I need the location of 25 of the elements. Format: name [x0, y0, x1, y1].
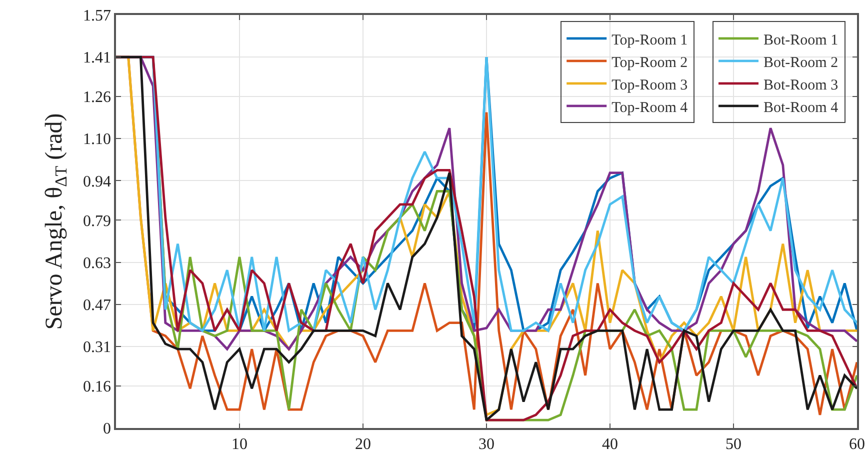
y-tick-label: 0.63 [83, 254, 112, 272]
y-tick-label: 0.47 [83, 296, 112, 314]
y-tick-label: 0.79 [83, 212, 112, 230]
y-tick-label: 1.10 [83, 131, 112, 148]
x-tick-label: 40 [602, 436, 618, 453]
y-tick-label: 0.16 [83, 378, 112, 396]
x-tick-label: 20 [355, 436, 371, 453]
x-tick-label: 10 [232, 436, 248, 453]
x-tick-label: 50 [726, 436, 742, 453]
y-tick-label: 0.94 [83, 173, 112, 190]
y-tick-label: 0.31 [83, 339, 112, 356]
legend-label: Top-Room 4 [612, 100, 688, 116]
y-tick-label: 0 [103, 420, 112, 438]
legend-label: Bot-Room 3 [764, 77, 838, 94]
y-tick-label: 1.26 [83, 89, 112, 106]
x-tick-label: 60 [849, 436, 865, 453]
legend-label: Top-Room 2 [612, 54, 688, 71]
x-tick-label: 30 [478, 436, 494, 453]
legend-label: Bot-Room 4 [764, 100, 839, 116]
y-tick-label: 1.41 [83, 50, 112, 67]
legend-label: Bot-Room 1 [764, 32, 838, 48]
legend-label: Bot-Room 2 [764, 54, 838, 71]
legend-label: Top-Room 1 [612, 32, 688, 48]
legend-label: Top-Room 3 [612, 77, 688, 94]
y-tick-label: 1.57 [83, 8, 112, 25]
